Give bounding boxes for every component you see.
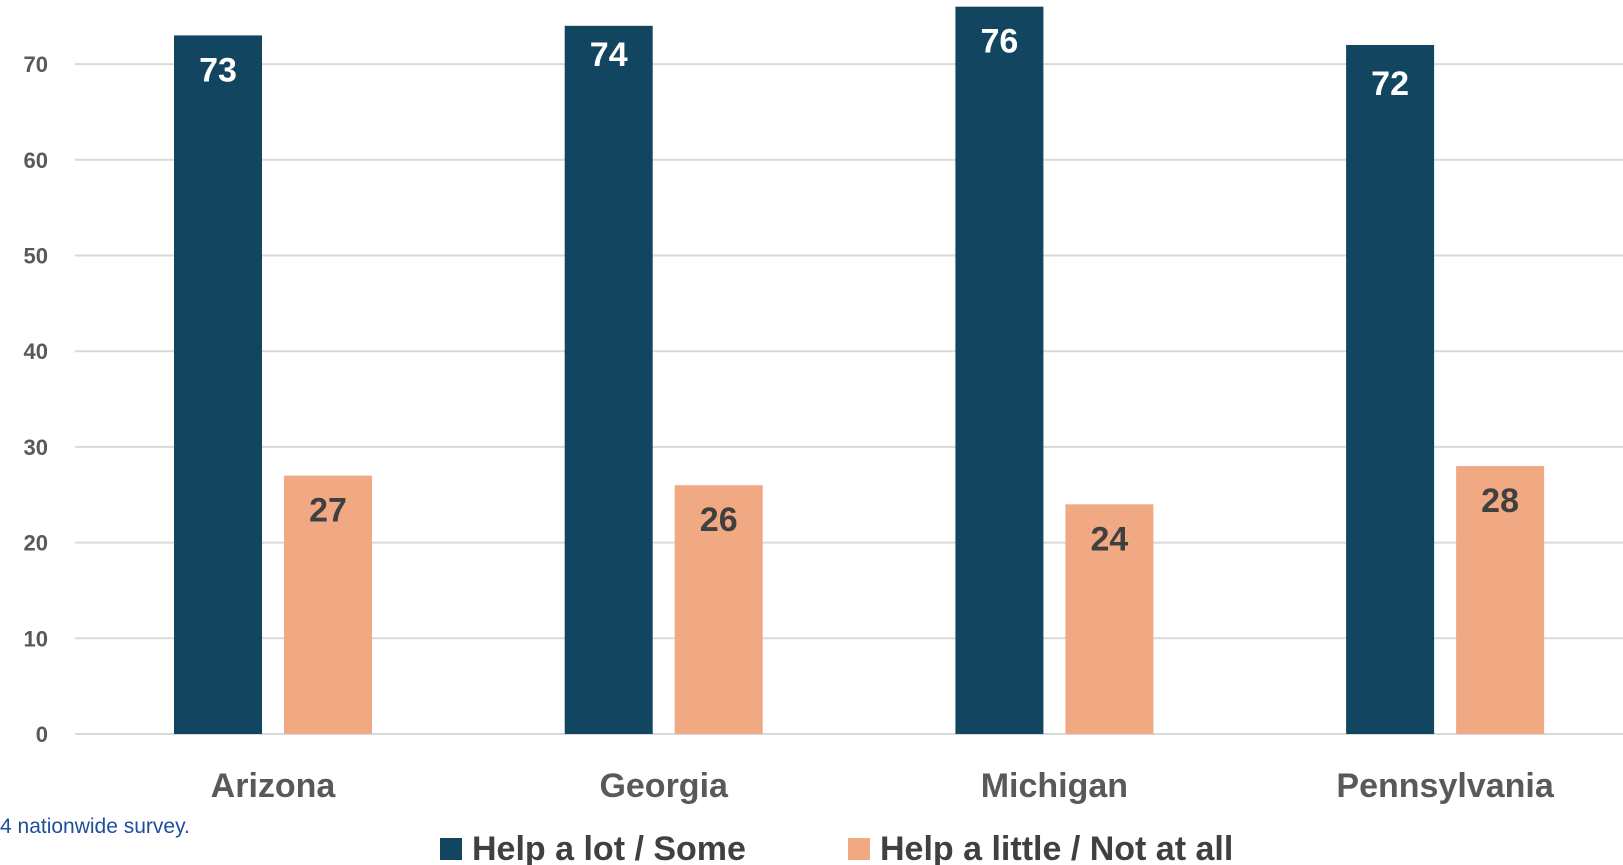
y-tick-label: 10 <box>24 626 48 651</box>
data-label: 72 <box>1371 65 1409 103</box>
bar-arizona-series-1 <box>174 35 262 734</box>
legend-label: Help a little / Not at all <box>880 830 1233 865</box>
data-label: 28 <box>1481 482 1519 520</box>
x-category-label: Michigan <box>981 767 1128 805</box>
y-tick-label: 70 <box>24 52 48 77</box>
bar-michigan-series-2 <box>1065 504 1154 734</box>
x-category-label: Arizona <box>211 767 337 805</box>
x-axis-category-labels: Arizona Georgia Michigan Pennsylvania <box>211 767 1555 805</box>
legend-swatch <box>440 838 462 860</box>
y-tick-label: 20 <box>24 531 48 556</box>
data-label: 73 <box>199 51 237 89</box>
y-tick-label: 40 <box>24 339 48 364</box>
x-category-label: Georgia <box>599 767 729 805</box>
data-label: 24 <box>1090 520 1128 558</box>
legend-item-2: Help a little / Not at all <box>848 830 1233 865</box>
bar-michigan-series-1 <box>955 6 1044 735</box>
footnote: 4 nationwide survey. <box>0 815 190 838</box>
legend-swatch <box>848 838 870 860</box>
bar-georgia-series-1 <box>564 25 653 734</box>
y-tick-label: 60 <box>24 148 48 173</box>
y-tick-label: 50 <box>24 244 48 269</box>
y-tick-label: 30 <box>24 435 48 460</box>
y-axis-tick-labels: 0 10 20 30 40 50 60 70 <box>24 52 48 747</box>
y-tick-label: 0 <box>36 722 48 747</box>
x-category-label: Pennsylvania <box>1336 767 1554 805</box>
bar-arizona-series-2 <box>284 475 372 734</box>
bar-pennsylvania-series-1 <box>1346 44 1435 734</box>
legend-label: Help a lot / Some <box>472 830 746 865</box>
data-label: 27 <box>309 492 347 530</box>
data-label: 74 <box>590 36 628 74</box>
bar-pennsylvania-series-2 <box>1456 466 1545 734</box>
bar-georgia-series-2 <box>674 485 763 734</box>
legend: Help a lot / Some Help a little / Not at … <box>440 830 1233 865</box>
bars <box>174 6 1545 735</box>
data-label: 76 <box>980 23 1018 61</box>
data-label: 26 <box>700 501 738 539</box>
data-labels: 73 27 74 26 76 24 72 28 <box>199 23 1519 559</box>
legend-item-1: Help a lot / Some <box>440 830 746 865</box>
